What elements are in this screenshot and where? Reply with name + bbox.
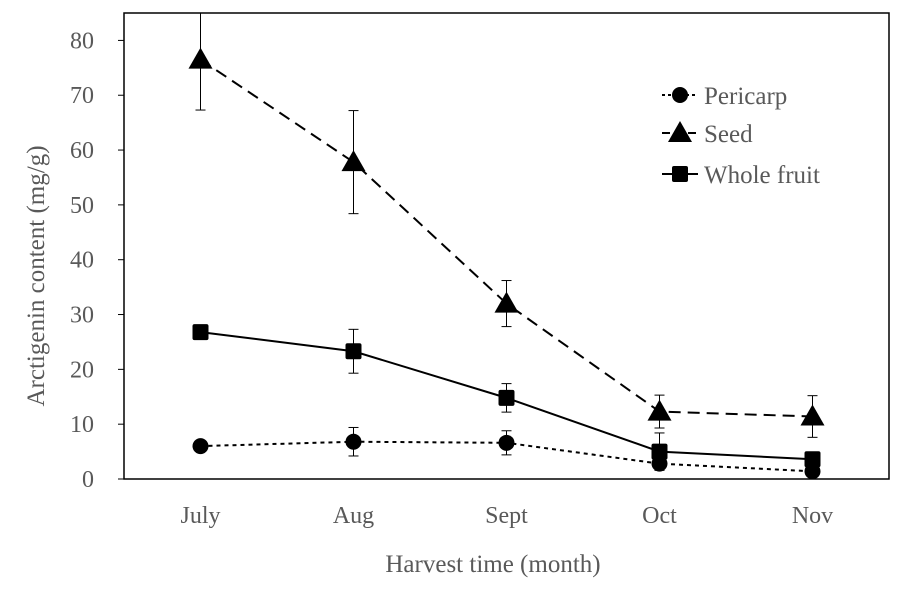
y-tick-label: 60 [70,138,94,164]
legend-label-whole-fruit: Whole fruit [704,162,820,189]
y-axis-title: Arctigenin content (mg/g) [23,145,50,406]
legend-marker-whole-fruit [672,166,688,182]
x-tick-label: Oct [642,503,677,529]
legend-label-seed: Seed [704,121,753,148]
legend: Pericarp Seed Whole fruit [662,83,820,189]
y-tick-label: 70 [70,83,94,109]
marker-pericarp [192,438,209,455]
marker-seed [188,47,213,69]
series-whole-fruit [192,324,821,471]
series-seed [188,13,825,438]
y-tick-label: 20 [70,357,94,383]
marker-whole-fruit [804,451,821,468]
x-tick-label: Aug [333,503,374,529]
marker-pericarp [345,433,362,450]
legend-marker-seed [668,121,692,142]
y-tick-label: 10 [70,412,94,438]
marker-seed [800,404,825,426]
y-tick-label: 0 [82,467,94,493]
y-tick-label: 50 [70,193,94,219]
x-tick-label: July [180,503,220,529]
marker-whole-fruit [345,343,362,360]
marker-pericarp [498,434,515,451]
series-layer [188,13,825,480]
y-tick-label: 30 [70,303,94,329]
y-tick-label: 80 [70,28,94,54]
x-axis-ticks: July Aug Sept Oct Nov [180,503,833,529]
marker-seed [494,291,519,313]
series-line-seed [199,58,813,418]
marker-whole-fruit [192,324,209,341]
x-axis-title: Harvest time (month) [385,551,600,578]
legend-label-pericarp: Pericarp [704,83,787,110]
marker-seed [341,150,366,172]
marker-seed [647,399,672,421]
y-axis-ticks: 0 10 20 30 40 50 60 70 80 [70,28,124,493]
marker-whole-fruit [498,389,515,406]
x-tick-label: Sept [485,503,528,529]
legend-marker-pericarp [672,87,688,103]
y-tick-label: 40 [70,248,94,274]
marker-pericarp [804,463,821,480]
plot-frame [123,12,890,480]
x-tick-label: Nov [792,503,833,529]
marker-whole-fruit [651,443,668,460]
series-pericarp [192,426,821,480]
